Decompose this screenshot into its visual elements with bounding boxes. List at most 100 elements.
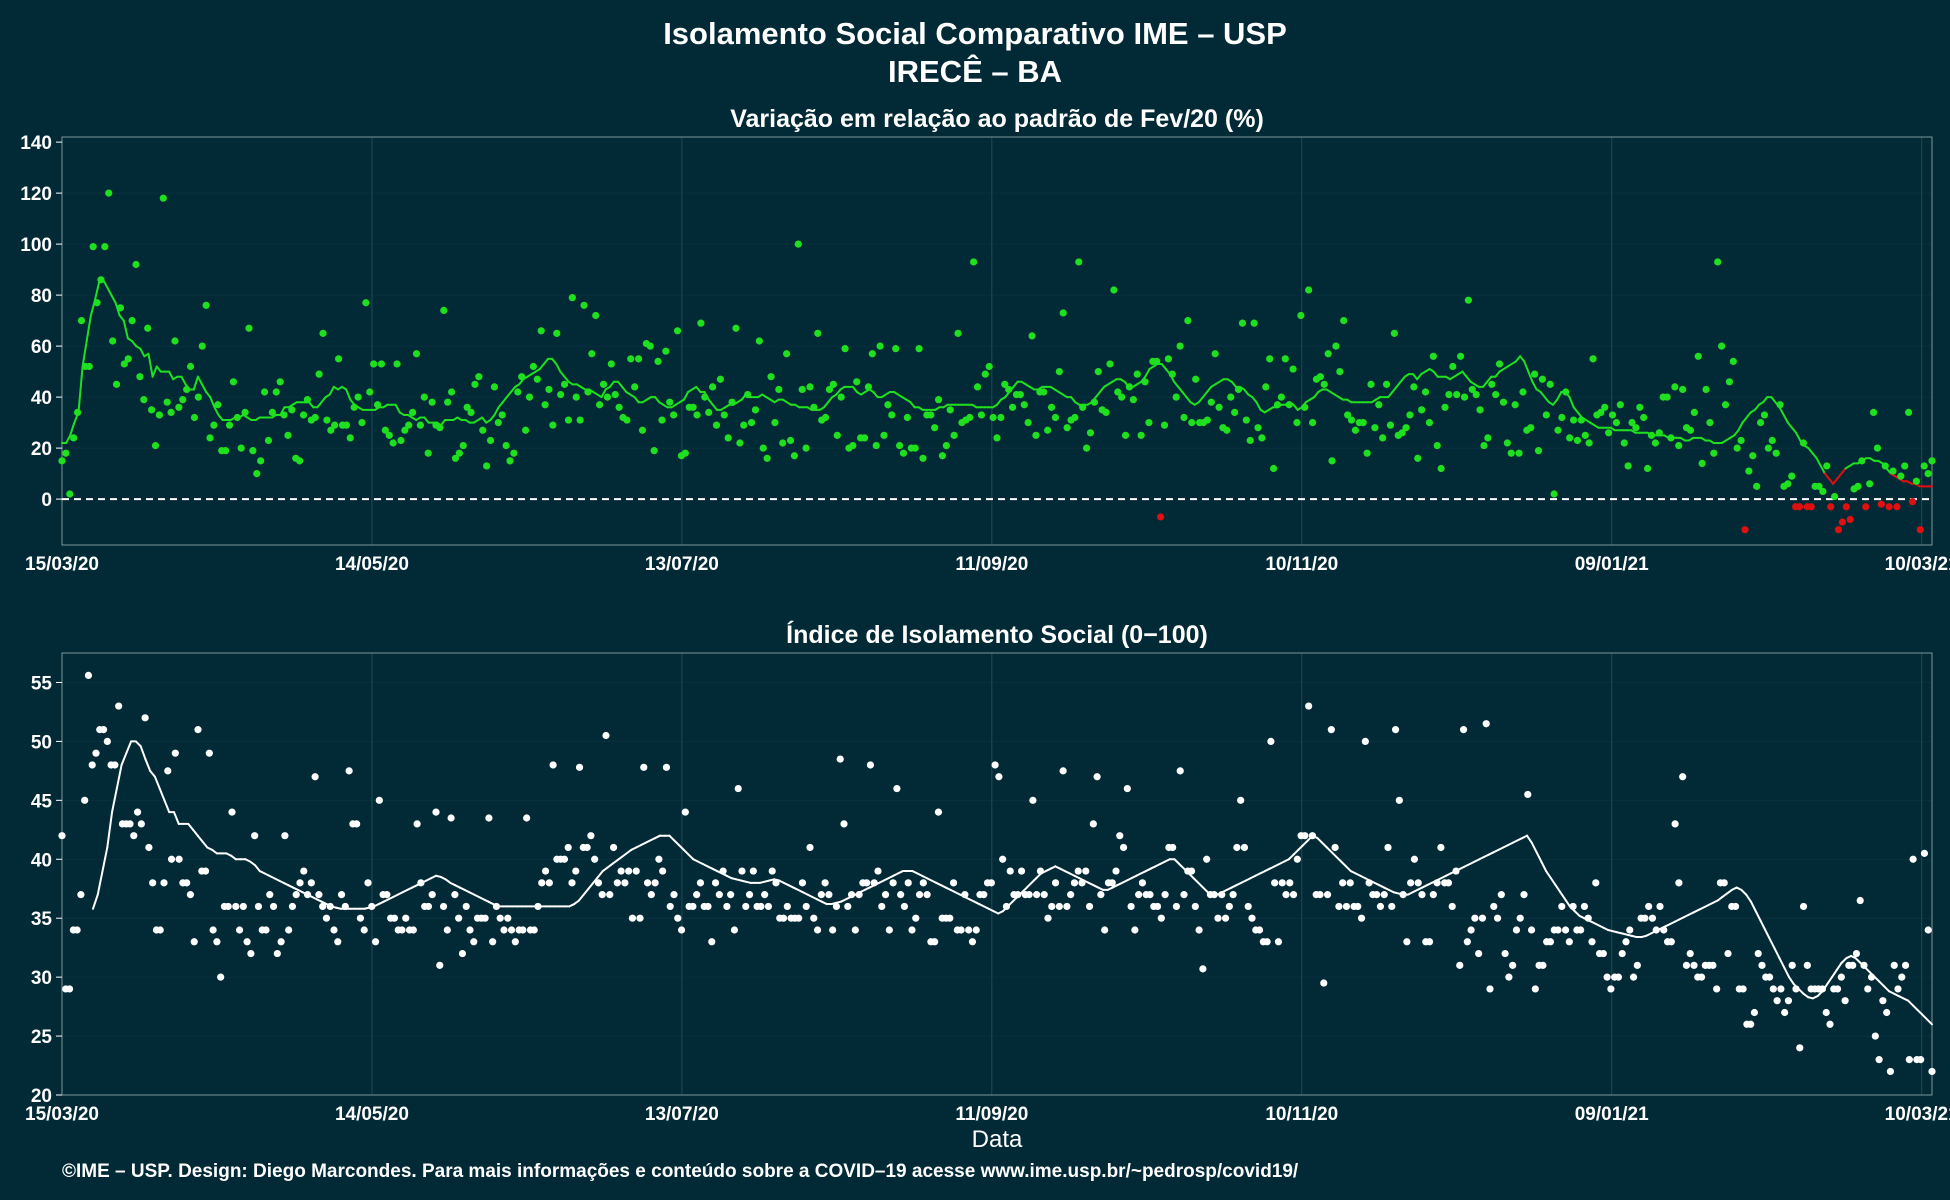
data-point — [1191, 902, 1199, 911]
data-point — [288, 902, 297, 911]
moving-average-segment — [1573, 910, 1581, 917]
data-point — [1169, 843, 1177, 852]
data-point — [1877, 500, 1885, 508]
data-point — [1682, 961, 1691, 969]
data-point — [383, 891, 391, 899]
data-point — [183, 879, 191, 887]
data-point — [730, 926, 739, 934]
y-tick-label: 40 — [31, 850, 52, 871]
data-point — [1784, 480, 1792, 488]
data-point — [1371, 424, 1379, 432]
data-point — [1601, 403, 1609, 411]
moving-average-segment — [149, 769, 156, 778]
moving-average-segment — [1741, 416, 1748, 424]
data-point — [833, 431, 841, 439]
data-point — [977, 411, 986, 419]
data-point — [159, 194, 167, 202]
data-point — [1388, 902, 1396, 911]
data-point — [462, 902, 470, 911]
data-point — [141, 714, 149, 722]
data-point — [1270, 464, 1278, 473]
data-point — [1195, 926, 1203, 934]
data-point — [1651, 439, 1659, 447]
data-point — [447, 814, 455, 822]
data-point — [779, 914, 788, 922]
moving-average-segment — [106, 811, 114, 849]
data-point — [1706, 419, 1714, 427]
data-point — [1486, 985, 1494, 993]
data-point — [70, 434, 78, 442]
data-point — [1618, 949, 1626, 958]
moving-average-segment — [1778, 957, 1786, 969]
data-point — [1709, 961, 1717, 969]
y-tick-label: 40 — [31, 388, 52, 409]
moving-average-segment — [1832, 477, 1839, 485]
data-point — [734, 784, 742, 793]
moving-average-segment — [1911, 1004, 1919, 1012]
data-point — [709, 383, 717, 391]
data-point — [413, 820, 421, 828]
data-point — [611, 390, 619, 399]
moving-average-segment — [1181, 391, 1188, 399]
moving-average-segment — [93, 281, 101, 302]
moving-average-segment — [827, 396, 834, 404]
data-point — [251, 832, 259, 840]
moving-average-segment — [1572, 406, 1579, 414]
data-point — [1822, 1008, 1830, 1017]
data-point — [689, 403, 697, 411]
x-tick-label: 13/07/20 — [645, 554, 719, 575]
moving-average-segment — [1854, 957, 1862, 964]
data-point — [194, 393, 202, 401]
moving-average-segment — [1030, 877, 1038, 884]
data-point — [1864, 985, 1872, 993]
data-point — [607, 360, 615, 368]
data-point — [1641, 914, 1649, 922]
data-point — [322, 914, 331, 922]
data-point — [1203, 855, 1211, 863]
data-point — [1093, 773, 1101, 781]
data-point — [1928, 457, 1936, 465]
data-point — [103, 737, 111, 746]
data-point — [632, 867, 640, 875]
data-point — [1164, 355, 1173, 363]
y-tick-label: 140 — [20, 133, 52, 154]
data-point — [575, 763, 584, 771]
data-point — [443, 926, 451, 934]
data-point — [525, 393, 534, 401]
data-point — [330, 926, 338, 934]
data-point — [638, 426, 647, 434]
data-point — [496, 914, 504, 922]
data-point — [1917, 1056, 1925, 1064]
data-point — [1869, 408, 1878, 416]
data-point — [1192, 375, 1200, 383]
data-point — [370, 360, 378, 368]
data-point — [232, 902, 240, 911]
data-point — [837, 393, 845, 401]
data-point — [186, 362, 195, 371]
data-point — [416, 421, 425, 429]
moving-average-segment — [85, 314, 92, 342]
data-point — [201, 867, 210, 875]
data-point — [712, 421, 721, 429]
data-point — [1588, 938, 1596, 946]
moving-average-segment — [308, 401, 315, 409]
moving-average-segment — [1325, 846, 1333, 854]
data-point — [436, 424, 444, 432]
data-point — [1799, 902, 1808, 911]
moving-average-segment — [328, 385, 335, 396]
moving-average-segment — [1790, 426, 1798, 434]
data-point — [825, 891, 833, 899]
moving-average-segment — [1025, 881, 1033, 889]
data-point — [1616, 401, 1624, 409]
data-point — [806, 843, 814, 852]
data-point — [587, 832, 595, 840]
data-point — [311, 413, 319, 422]
data-point — [1437, 843, 1445, 852]
moving-average-segment — [253, 864, 261, 873]
data-point — [264, 436, 273, 445]
data-point — [257, 457, 265, 465]
data-point — [615, 403, 623, 411]
data-point — [949, 879, 958, 887]
data-point — [1301, 403, 1309, 411]
moving-average-segment — [1387, 391, 1394, 399]
